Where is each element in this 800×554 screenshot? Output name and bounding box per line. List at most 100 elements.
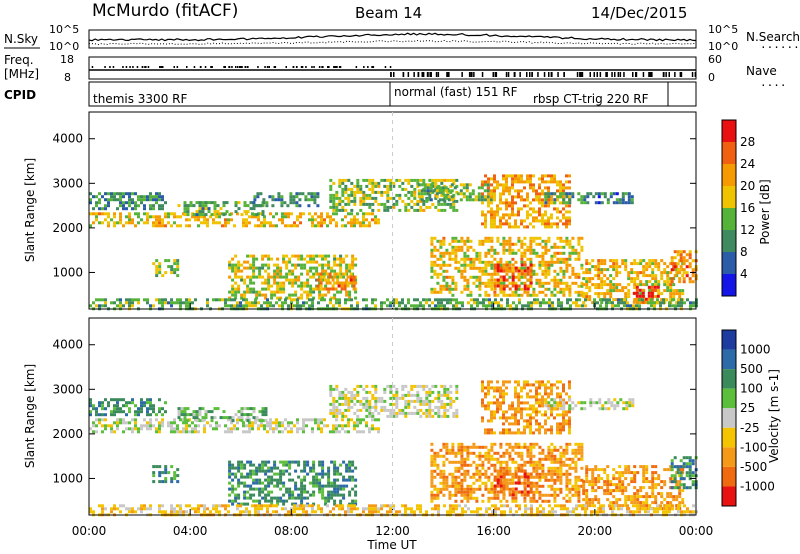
heatmap-cell [478,251,482,255]
heatmap-cell [460,481,464,485]
heatmap-cell [621,262,625,266]
heatmap-cell [257,424,260,428]
heatmap-cell [344,402,348,406]
heatmap-cell [294,263,298,267]
heatmap-cell [92,421,95,425]
heatmap-cell [183,407,187,411]
heatmap-cell [436,239,440,243]
heatmap-cell [304,195,308,199]
heatmap-cell [442,487,446,491]
heatmap-cell [651,277,655,281]
heatmap-cell [514,195,517,199]
heatmap-cell [330,481,334,485]
heatmap-cell [161,471,165,475]
heatmap-cell [161,195,164,199]
heatmap-cell [419,402,423,406]
heatmap-cell [234,466,238,470]
heatmap-cell [445,248,449,252]
heatmap-cell [359,208,363,212]
nave-dot [300,66,303,68]
heatmap-cell [359,384,363,388]
heatmap-cell [511,422,514,426]
heatmap-cell [606,201,610,205]
heatmap-cell [583,407,587,411]
heatmap-cell [146,218,149,222]
heatmap-cell [523,481,527,485]
heatmap-cell [550,174,553,178]
heatmap-cell [565,257,569,261]
heatmap-cell [469,496,473,500]
heatmap-cell [276,281,280,285]
heatmap-cell [562,207,565,211]
heatmap-cell [432,189,436,193]
heatmap-cell [254,421,257,425]
heatmap-cell [312,490,316,494]
heatmap-cell [425,205,429,209]
heatmap-cell [353,387,357,391]
heatmap-cell [514,442,518,446]
heatmap-cell [326,424,329,428]
heatmap-cell [682,277,686,281]
heatmap-cell [336,263,340,267]
heatmap-cell [490,275,494,279]
heatmap-cell [642,274,646,278]
heatmap-cell [395,202,399,206]
heatmap-cell [526,422,529,426]
heatmap-cell [502,266,506,270]
heatmap-cell [152,410,155,414]
heatmap-cell [612,283,616,287]
heatmap-cell [526,284,530,288]
heatmap-cell [221,224,224,228]
heatmap-cell [488,304,491,308]
heatmap-cell [158,198,161,202]
heatmap-cell [240,410,244,414]
heatmap-cell [282,287,286,291]
heatmap-cell [327,475,331,479]
heatmap-cell [246,416,250,420]
heatmap-cell [128,298,131,302]
heatmap-cell [146,212,149,216]
heatmap-cell [571,236,575,240]
heatmap-cell [267,284,271,288]
heatmap-cell [353,199,357,203]
heatmap-cell [465,198,469,202]
heatmap-cell [351,263,355,267]
heatmap-cell [560,304,563,308]
heatmap-cell [258,502,262,506]
heatmap-cell [547,239,551,243]
heatmap-cell [267,478,271,482]
heatmap-cell [161,224,164,228]
heatmap-cell [276,472,280,476]
heatmap-cell [311,418,314,422]
heatmap-cell [341,393,345,397]
heatmap-cell [485,304,488,308]
heatmap-cell [134,212,137,216]
heatmap-cell [468,198,472,202]
heatmap-cell [386,190,390,194]
heatmap-cell [333,481,337,485]
heatmap-cell [484,272,488,276]
heatmap-cell [490,189,493,193]
heatmap-cell [481,445,485,449]
heatmap-cell [183,410,187,414]
heatmap-cell [277,198,281,202]
heatmap-cell [544,287,548,291]
heatmap-cell [243,281,247,285]
heatmap-cell [158,221,161,225]
heatmap-cell [122,207,125,211]
heatmap-cell [526,257,530,261]
heatmap-cell [529,245,533,249]
heatmap-cell [362,196,366,200]
heatmap-cell [113,413,116,417]
heatmap-cell [272,427,275,431]
heatmap-cell [487,404,490,408]
heatmap-cell [258,493,262,497]
heatmap-cell [309,493,313,497]
heatmap-cell [440,298,443,302]
heatmap-cell [276,263,280,267]
heatmap-cell [332,181,336,185]
heatmap-cell [98,421,101,425]
heatmap-cell [494,298,497,302]
heatmap-cell [338,202,342,206]
heatmap-cell [490,428,493,432]
